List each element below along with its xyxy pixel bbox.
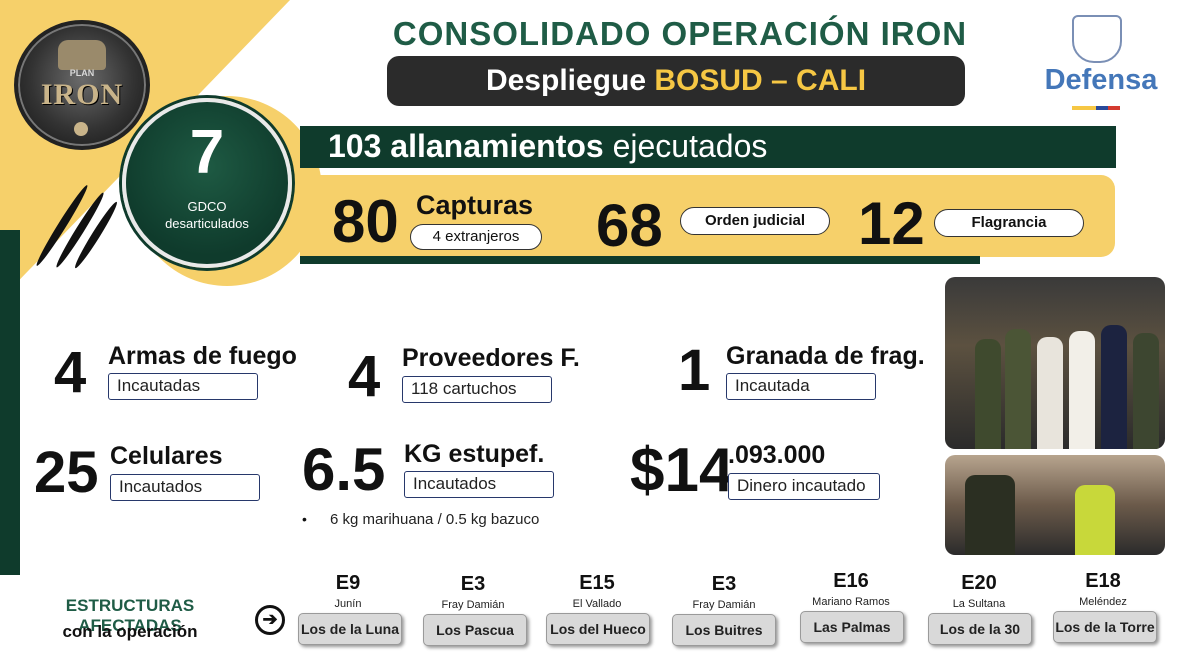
orden-value: 68 (596, 192, 663, 259)
subtitle-highlight: BOSUD – CALI (654, 64, 867, 97)
estructura-code: E20 (961, 572, 997, 594)
defensa-logo-text: Defensa (1044, 64, 1158, 96)
extranjeros-pill: 4 extranjeros (410, 224, 542, 250)
estructura-button[interactable]: Los Pascua (423, 614, 527, 646)
green-side-band (0, 230, 20, 575)
allanamientos-banner (300, 126, 1116, 168)
subtitle-prefix: Despliegue (485, 64, 655, 97)
estupef-label: KG estupef. (404, 440, 545, 468)
photo-figure (1069, 331, 1095, 449)
estructura-code: E18 (1085, 570, 1121, 592)
capturas-underline (300, 256, 980, 264)
estructura-code: E9 (335, 572, 361, 594)
estructura-button[interactable]: Los de la Luna (298, 613, 402, 645)
logo-iron-text: IRON (40, 78, 124, 111)
logo-emblem-icon (74, 122, 88, 136)
estructura-button[interactable]: Los del Hueco (546, 613, 650, 645)
photo-figure (1101, 325, 1127, 449)
operation-photo-officials (945, 277, 1165, 449)
estructuras-subtitle: con la operación (62, 622, 198, 641)
page-title: CONSOLIDADO OPERACIÓN IRON (392, 15, 968, 52)
colombia-shield-icon (1072, 15, 1122, 63)
gdco-label-line2: desarticulados (165, 216, 249, 231)
capturas-value: 80 (332, 188, 399, 255)
celulares-label: Celulares (110, 442, 223, 470)
flagrancia-value: 12 (858, 190, 925, 257)
dinero-sub: Dinero incautado (728, 473, 880, 500)
flag-blue-stripe (1096, 106, 1108, 110)
estructura-place: El Vallado (572, 598, 622, 610)
flag-yellow-stripe (1072, 106, 1096, 110)
gdco-value: 7 (189, 118, 225, 187)
estructura-button[interactable]: Los de la Torre (1053, 611, 1157, 643)
fist-icon (58, 40, 106, 70)
estructura-place: Meléndez (1079, 596, 1127, 608)
estructura-code: E3 (711, 573, 737, 595)
flag-red-stripe (1108, 106, 1120, 110)
arrow-right-circle-icon: ➔ (255, 605, 285, 635)
estructura-button[interactable]: Los de la 30 (928, 613, 1032, 645)
orden-judicial-pill: Orden judicial (680, 207, 830, 235)
estructura-code: E3 (460, 573, 486, 595)
estructuras-title: ESTRUCTURAS AFECTADAS (65, 596, 195, 635)
dinero-value: $14 (630, 436, 734, 505)
celulares-sub: Incautados (110, 474, 260, 501)
estupef-note: 6 kg marihuana / 0.5 kg bazuco (330, 511, 540, 528)
operation-photo-search (945, 455, 1165, 555)
estupef-sub: Incautados (404, 471, 554, 498)
celulares-value: 25 (34, 440, 99, 505)
armas-label: Armas de fuego (108, 342, 297, 370)
estructura-code: E16 (833, 570, 869, 592)
flagrancia-pill: Flagrancia (934, 209, 1084, 237)
estructura-button[interactable]: Los Buitres (672, 614, 776, 646)
estructura-code: E15 (579, 572, 615, 594)
granada-sub: Incautada (726, 373, 876, 400)
estupef-value: 6.5 (302, 436, 386, 503)
gdco-circle (122, 98, 292, 268)
proveedores-label: Proveedores F. (402, 344, 580, 372)
estupef-bullet: • (302, 511, 307, 527)
photo-figure (975, 339, 1001, 449)
photo-figure (965, 475, 1015, 555)
allanamientos-text: 103 allanamientos ejecutados (328, 128, 768, 164)
armas-sub: Incautadas (108, 373, 258, 400)
capturas-label: Capturas (416, 190, 534, 220)
armas-value: 4 (54, 340, 87, 405)
photo-figure (1005, 329, 1031, 449)
proveedores-value: 4 (348, 344, 381, 409)
gdco-label-line1: GDCO (187, 199, 227, 214)
gdco-label: GDCO desarticulados (122, 198, 292, 232)
estructura-place: Fray Damián (441, 599, 505, 611)
estructura-place: Junín (334, 598, 362, 610)
granada-value: 1 (678, 338, 711, 403)
granada-label: Granada de frag. (726, 342, 925, 370)
photo-figure (1075, 485, 1115, 555)
logo-plan-text: PLAN (69, 68, 95, 78)
photo-figure (1133, 333, 1159, 449)
estructura-place: Mariano Ramos (812, 596, 890, 608)
dinero-cents: .093.000 (728, 441, 826, 469)
proveedores-sub: 118 cartuchos (402, 376, 552, 403)
estructura-place: Fray Damián (692, 599, 756, 611)
estructura-place: La Sultana (952, 598, 1006, 610)
photo-figure (1037, 337, 1063, 449)
subtitle-pill: Despliegue BOSUD – CALI (387, 56, 965, 106)
estructura-button[interactable]: Las Palmas (800, 611, 904, 643)
